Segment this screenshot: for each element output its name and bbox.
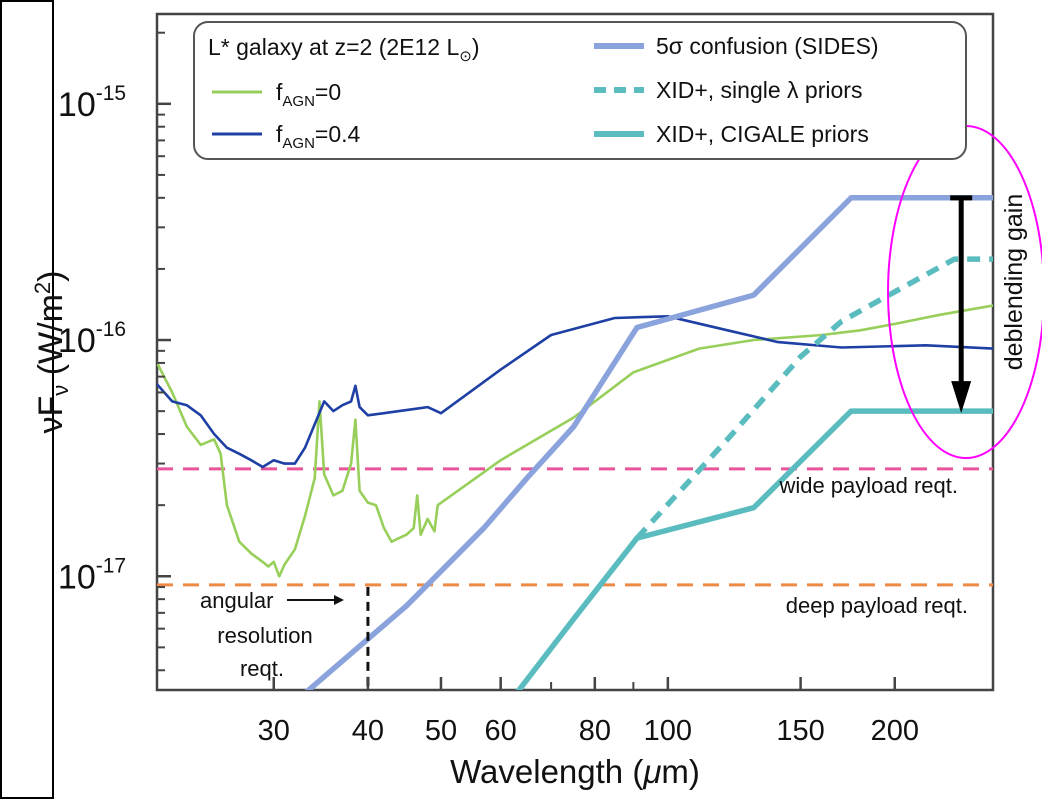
- wide-payload-label: wide payload reqt.: [778, 473, 958, 498]
- series-line-xid-single: [634, 256, 993, 540]
- gain-arrow-head: [951, 381, 972, 414]
- y-axis-ticks: 10-17 10-16 10-15: [58, 31, 171, 672]
- resolution-line-2: resolution: [217, 623, 312, 648]
- legend-label-fagn0-rest: =0: [315, 79, 341, 105]
- series-line-xid-cigale: [515, 408, 993, 690]
- x-tick-label: 150: [776, 715, 824, 747]
- legend: L* galaxy at z=2 (2E12 L⊙) fAGN=0 fAGN=0…: [193, 21, 967, 160]
- legend-title: L* galaxy at z=2 (2E12 L⊙): [208, 34, 480, 65]
- sun-symbol: ⊙: [459, 48, 472, 65]
- x-tick-label: 200: [871, 715, 919, 747]
- x-tick-label: 60: [485, 715, 517, 747]
- legend-label-fagn0: fAGN=0: [276, 79, 341, 110]
- x-tick-label: 40: [352, 715, 384, 747]
- legend-label-fagn04-sub: AGN: [282, 135, 315, 152]
- legend-label-fagn0-base: f: [276, 79, 283, 105]
- resolution-arrow-head: [334, 595, 344, 605]
- x-axis-label: Wavelength (μm): [450, 753, 700, 790]
- legend-label-fagn04: fAGN=0.4: [276, 121, 361, 152]
- legend-title-close: ): [472, 34, 480, 60]
- wide-payload-text: wide payload reqt.: [778, 473, 958, 498]
- resolution-line-3: reqt.: [240, 656, 284, 681]
- x-tick-label: 80: [579, 715, 611, 747]
- x-tick-label: 50: [425, 715, 457, 747]
- deblending-gain-annotation: deblending gain: [887, 125, 1042, 459]
- y-axis-label: νFν (W/m2): [30, 271, 73, 434]
- legend-label-fagn04-base: f: [276, 121, 283, 147]
- legend-label-xid-single: XID+, single λ priors: [656, 77, 862, 103]
- angular-resolution-annotation: angular resolution reqt.: [200, 588, 344, 681]
- x-tick-label: 100: [644, 715, 692, 747]
- deep-payload-text: deep payload reqt.: [786, 593, 968, 618]
- x-tick-label: 30: [258, 715, 290, 747]
- y-tick-label: 10-15: [58, 82, 126, 124]
- series-line-fagn0: [157, 304, 993, 578]
- left-panel-frame: [0, 0, 54, 799]
- y-tick-label: 10-16: [58, 318, 126, 360]
- y-tick-label: 10-17: [58, 554, 126, 596]
- legend-label-fagn0-sub: AGN: [282, 93, 315, 110]
- legend-title-text: L* galaxy at z=2 (2E12 L: [208, 34, 459, 60]
- legend-label-fagn04-rest: =0.4: [315, 121, 361, 147]
- deblending-gain-label: deblending gain: [1000, 194, 1028, 371]
- legend-label-xid-cigale: XID+, CIGALE priors: [656, 121, 869, 147]
- legend-box: [193, 21, 967, 160]
- x-axis-ticks: 30 40 50 60 80 100 150 200: [258, 677, 919, 747]
- resolution-line-1: angular: [200, 588, 273, 613]
- legend-label-confusion: 5σ confusion (SIDES): [656, 33, 879, 59]
- series-lines: [157, 195, 993, 690]
- series-line-confusion: [304, 195, 993, 690]
- requirement-lines: [157, 467, 993, 587]
- series-line-fagn04: [157, 315, 993, 469]
- deep-payload-label: deep payload reqt.: [786, 593, 968, 618]
